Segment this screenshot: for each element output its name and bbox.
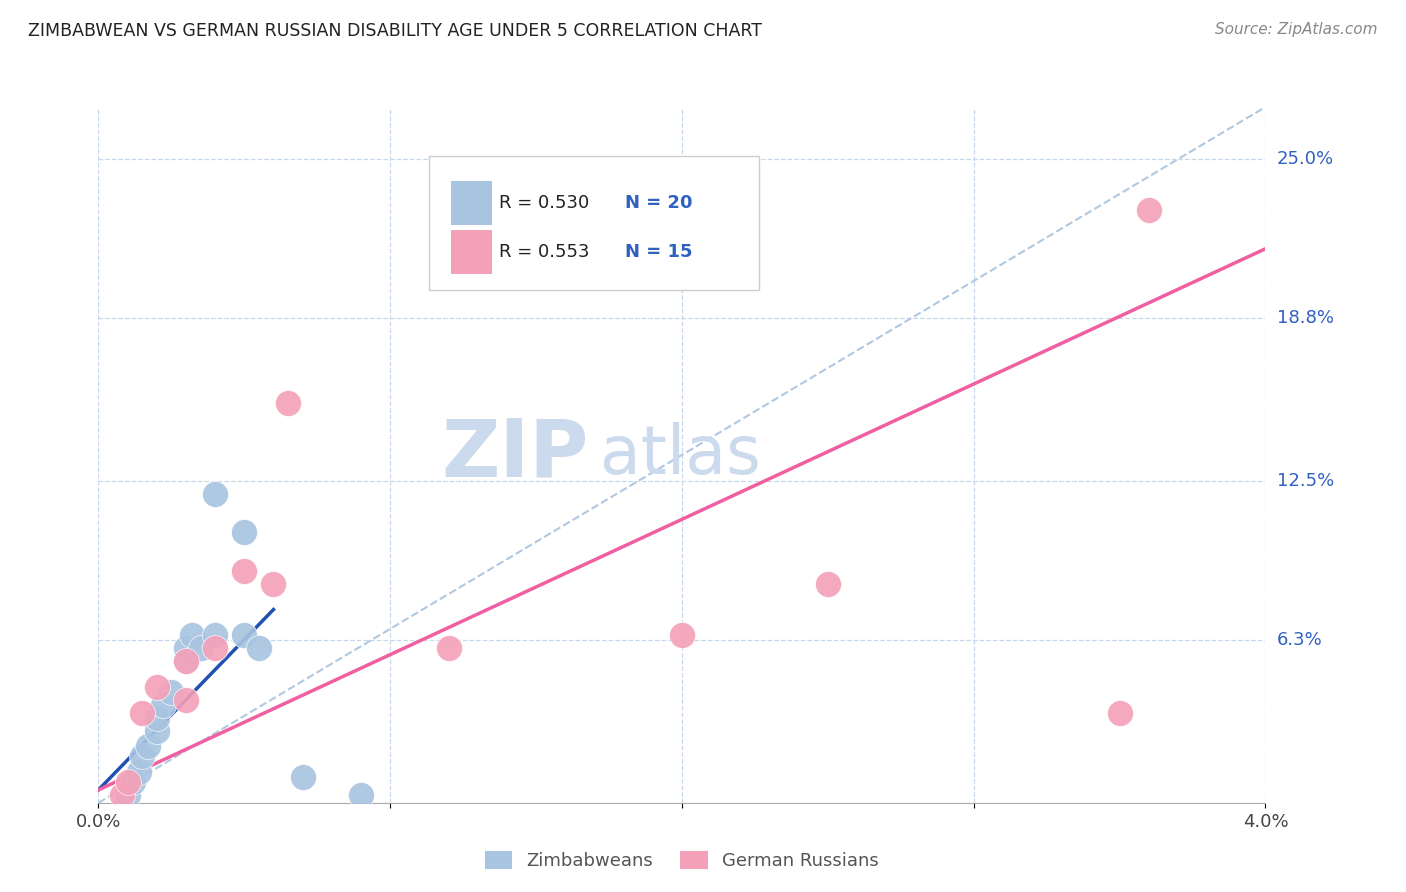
Point [160,685,183,699]
Point [180,628,202,642]
Legend: Zimbabweans, German Russians: Zimbabweans, German Russians [478,844,886,877]
Point [117,788,139,802]
Point [122,775,145,789]
Point [437,641,460,656]
Point [146,723,169,738]
Point [152,698,174,712]
Point [1108,706,1130,720]
Point [204,641,226,656]
Point [146,711,169,725]
Point [671,628,693,642]
Text: R = 0.553: R = 0.553 [499,243,589,261]
Point [204,628,226,642]
Point [174,654,197,668]
Point [111,788,134,802]
Text: N = 20: N = 20 [626,194,693,212]
Text: atlas: atlas [600,422,761,488]
Text: R = 0.530: R = 0.530 [499,194,589,212]
Point [174,641,197,656]
Text: 6.3%: 6.3% [1277,632,1322,649]
Point [247,641,270,656]
Text: ZIMBABWEAN VS GERMAN RUSSIAN DISABILITY AGE UNDER 5 CORRELATION CHART: ZIMBABWEAN VS GERMAN RUSSIAN DISABILITY … [28,22,762,40]
Point [262,576,284,591]
Point [277,396,299,410]
Point [136,739,159,753]
Text: 12.5%: 12.5% [1277,472,1334,490]
Point [1137,203,1160,218]
Text: 18.8%: 18.8% [1277,310,1333,327]
Point [128,764,150,779]
Point [817,576,839,591]
Text: N = 15: N = 15 [626,243,693,261]
Point [190,641,212,656]
Point [146,680,169,694]
Point [174,692,197,706]
Point [117,775,139,789]
Text: ZIP: ZIP [441,416,589,494]
Point [233,628,256,642]
Point [233,525,256,540]
Point [174,654,197,668]
Point [204,486,226,500]
Point [350,788,373,802]
Point [233,564,256,578]
Text: 25.0%: 25.0% [1277,150,1334,168]
Point [131,706,153,720]
Text: Source: ZipAtlas.com: Source: ZipAtlas.com [1215,22,1378,37]
Point [291,770,314,784]
Point [131,749,153,764]
